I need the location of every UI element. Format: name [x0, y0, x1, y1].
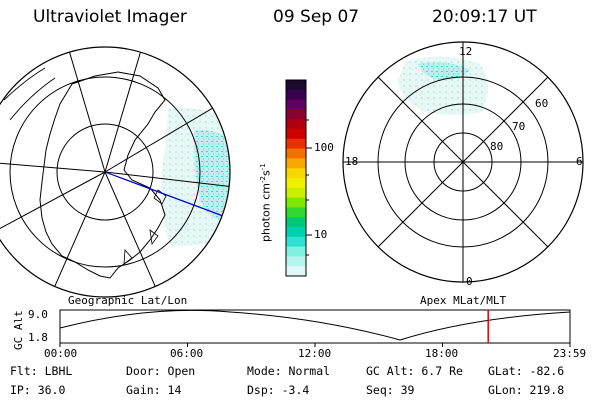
mlat-70-label: 70 — [512, 120, 526, 133]
glat-info: GLat: -82.6 — [488, 364, 565, 378]
mlt-18-label: 18 — [345, 155, 359, 168]
gc-alt-axis-label: GC Alt — [12, 310, 25, 350]
altitude-plot-frame — [59, 309, 571, 344]
geographic-label: Geographic Lat/Lon — [68, 294, 188, 307]
magnetic-map — [342, 41, 584, 283]
colorbar-unit-label: photon cm-2s-1 — [259, 163, 273, 242]
colorbar-stripe — [286, 138, 306, 150]
colorbar-stripe — [286, 109, 306, 120]
time-label: 20:09:17 UT — [432, 7, 537, 27]
mlat-80-label: 80 — [490, 140, 504, 153]
time-tick-1200: 12:00 — [298, 347, 332, 360]
alt-tick-1-8: 1.8 — [28, 331, 48, 344]
colorbar-stripe — [286, 99, 306, 110]
colorbar-stripe — [286, 129, 306, 140]
colorbar-stripe — [286, 236, 306, 248]
geographic-map — [0, 46, 231, 298]
colorbar-stripe — [286, 187, 306, 199]
mlt-6-label: 6 — [576, 155, 583, 168]
dsp-info: Dsp: -3.4 — [247, 383, 310, 397]
ip-info: IP: 36.0 — [10, 383, 66, 397]
colorbar — [285, 79, 312, 277]
earth-limb — [0, 46, 231, 298]
time-tick-0000: 00:00 — [44, 347, 78, 360]
colorbar-stripe — [286, 178, 306, 189]
date-label: 09 Sep 07 — [273, 7, 360, 27]
colorbar-stripe — [286, 256, 306, 267]
colorbar-stripe — [286, 246, 306, 257]
gain-info: Gain: 14 — [126, 383, 182, 397]
mode-info: Mode: Normal — [247, 364, 331, 378]
colorbar-stripe — [286, 197, 306, 208]
colorbar-stripe — [286, 119, 306, 130]
altitude-plot — [59, 309, 571, 347]
mlt-12-label: 12 — [459, 45, 473, 58]
colorbar-stripe — [286, 148, 306, 159]
alt-tick-9: 9.0 — [28, 308, 48, 321]
colorbar-stripe — [286, 227, 306, 238]
instrument-title: Ultraviolet Imager — [33, 7, 187, 27]
glon-info: GLon: 219.8 — [488, 383, 565, 397]
colorbar-stripe — [286, 168, 306, 179]
mlt-0-label: 0 — [466, 275, 473, 288]
colorbar-stripe — [286, 207, 306, 218]
time-tick-1800: 18:00 — [425, 347, 459, 360]
seq-info: Seq: 39 — [366, 383, 415, 397]
aurora-bright-region-mag — [418, 62, 470, 80]
colorbar-stripe — [286, 266, 306, 277]
time-tick-0600: 06:00 — [170, 347, 204, 360]
colorbar-stripe — [286, 158, 306, 169]
colorbar-tick-100: 100 — [314, 141, 334, 154]
altitude-curve — [59, 309, 571, 341]
colorbar-stripe — [286, 217, 306, 228]
time-tick-2359: 23:59 — [553, 347, 587, 360]
colorbar-stripe — [286, 80, 306, 91]
colorbar-stripe — [286, 89, 306, 101]
antarctica-coastline — [39, 71, 166, 279]
colorbar-tick-10: 10 — [314, 228, 328, 241]
mlat-60-label: 60 — [535, 97, 549, 110]
filter-info: Flt: LBHL — [10, 364, 73, 378]
door-info: Door: Open — [126, 364, 196, 378]
colorbar-stripes — [286, 80, 306, 277]
apex-label: Apex MLat/MLT — [420, 294, 507, 307]
gc-alt-info: GC Alt: 6.7 Re — [366, 364, 463, 378]
